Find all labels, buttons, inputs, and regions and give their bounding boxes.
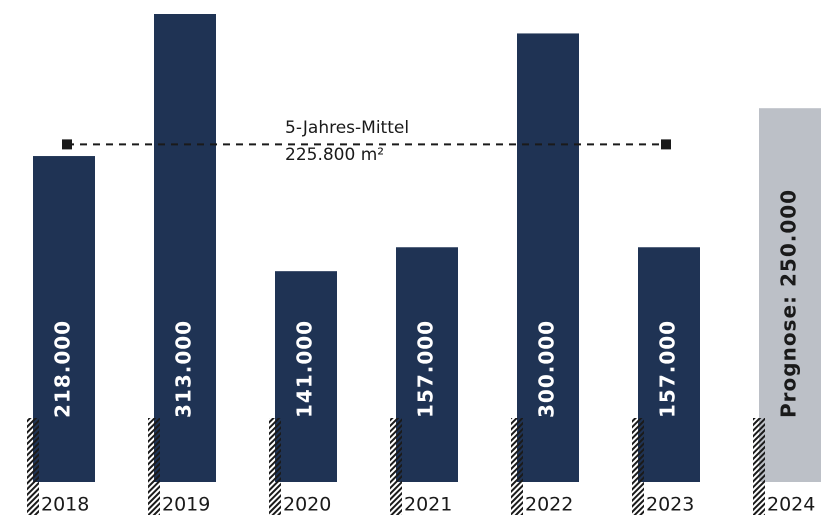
bar xyxy=(33,156,95,482)
bar xyxy=(517,33,579,483)
value-label: 218.000 xyxy=(51,320,75,418)
axis-break xyxy=(148,418,160,515)
x-tick-label: 2023 xyxy=(646,494,694,516)
axis-break xyxy=(390,418,402,515)
value-label: Prognose: 250.000 xyxy=(777,189,801,418)
bar xyxy=(275,271,337,482)
mean-label: 5-Jahres-Mittel xyxy=(285,118,409,138)
x-tick-label: 2018 xyxy=(41,494,89,516)
x-tick-label: 2021 xyxy=(404,494,452,516)
axis-break xyxy=(511,418,523,515)
mean-end-marker xyxy=(62,139,72,150)
mean-end-marker xyxy=(661,139,671,150)
value-label: 313.000 xyxy=(172,320,196,418)
axis-break xyxy=(753,418,765,515)
bar xyxy=(396,247,458,482)
bar xyxy=(154,14,216,482)
x-tick-label: 2024 xyxy=(767,494,815,516)
bar xyxy=(759,108,821,482)
axis-break xyxy=(269,418,281,515)
value-label: 141.000 xyxy=(293,320,317,418)
axis-break xyxy=(632,418,644,515)
bar xyxy=(638,247,700,482)
value-label: 300.000 xyxy=(535,320,559,418)
x-tick-label: 2022 xyxy=(525,494,573,516)
mean-value-label: 225.800 m² xyxy=(285,145,384,165)
value-label: 157.000 xyxy=(656,320,680,418)
x-tick-label: 2020 xyxy=(283,494,331,516)
axis-break xyxy=(27,418,39,515)
x-tick-label: 2019 xyxy=(162,494,210,516)
value-label: 157.000 xyxy=(414,320,438,418)
